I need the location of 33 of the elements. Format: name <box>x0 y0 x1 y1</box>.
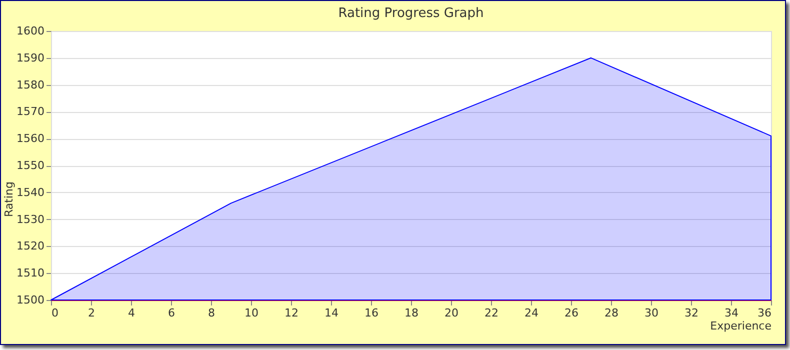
x-tick-label: 14 <box>324 306 338 320</box>
y-tick-label: 1600 <box>16 24 44 38</box>
x-tick-label: 10 <box>244 306 258 320</box>
y-axis-title: Rating <box>2 182 16 217</box>
x-tick-label: 24 <box>524 306 538 320</box>
x-tick-label: 16 <box>364 306 378 320</box>
y-tick-label: 1570 <box>16 105 44 118</box>
y-tick-label: 1560 <box>16 132 44 146</box>
x-tick-label: 12 <box>284 306 298 320</box>
x-tick-label: 4 <box>128 306 135 320</box>
x-tick-label: 32 <box>684 306 698 320</box>
y-tick-label: 1530 <box>16 212 44 226</box>
x-tick-label: 0 <box>52 306 58 320</box>
x-tick-label: 2 <box>88 306 95 320</box>
x-tick-label: 8 <box>208 306 215 320</box>
y-tick-label: 1590 <box>16 51 44 64</box>
chart-title: Rating Progress Graph <box>338 6 484 21</box>
x-tick-label: 26 <box>564 306 578 320</box>
x-tick-label: 20 <box>444 306 458 320</box>
x-tick-label: 6 <box>168 306 175 320</box>
x-tick-label: 28 <box>604 306 618 320</box>
x-tick-label: 36 <box>758 306 772 320</box>
y-tick-label: 1520 <box>16 240 44 253</box>
x-tick-label: 18 <box>404 306 418 320</box>
y-tick-label: 1540 <box>16 186 44 199</box>
x-tick-label: 30 <box>644 306 658 320</box>
x-tick-label: 22 <box>484 306 498 320</box>
y-tick-label: 1510 <box>16 266 44 280</box>
y-tick-label: 1580 <box>16 78 44 92</box>
x-tick-label: 34 <box>724 306 738 320</box>
x-axis-title: Experience <box>710 320 772 332</box>
y-tick-label: 1500 <box>16 294 44 306</box>
y-tick-label: 1550 <box>16 159 44 172</box>
